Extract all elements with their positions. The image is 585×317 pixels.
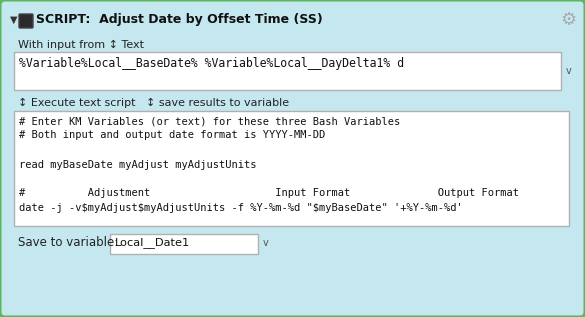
Text: ▼: ▼ xyxy=(11,15,18,25)
Text: SCRIPT:  Adjust Date by Offset Time (SS): SCRIPT: Adjust Date by Offset Time (SS) xyxy=(36,14,323,27)
FancyBboxPatch shape xyxy=(14,52,561,90)
Text: # Enter KM Variables (or text) for these three Bash Variables: # Enter KM Variables (or text) for these… xyxy=(19,116,400,126)
Text: Local__Date1: Local__Date1 xyxy=(115,237,190,249)
Text: ⚙: ⚙ xyxy=(560,11,576,29)
Text: date -j -v$myAdjust$myAdjustUnits -f %Y-%m-%d "$myBaseDate" '+%Y-%m-%d': date -j -v$myAdjust$myAdjustUnits -f %Y-… xyxy=(19,203,463,213)
Text: v: v xyxy=(566,66,572,76)
FancyBboxPatch shape xyxy=(14,111,569,226)
Text: #          Adjustment                    Input Format              Output Format: # Adjustment Input Format Output Format xyxy=(19,189,519,198)
Text: %Variable%Local__BaseDate% %Variable%Local__DayDelta1% d: %Variable%Local__BaseDate% %Variable%Loc… xyxy=(19,56,404,69)
Text: v: v xyxy=(263,238,269,248)
Text: ↕ Execute text script   ↕ save results to variable: ↕ Execute text script ↕ save results to … xyxy=(18,98,289,108)
Text: read myBaseDate myAdjust myAdjustUnits: read myBaseDate myAdjust myAdjustUnits xyxy=(19,159,256,170)
Text: # Both input and output date format is YYYY-MM-DD: # Both input and output date format is Y… xyxy=(19,131,325,140)
FancyBboxPatch shape xyxy=(110,234,258,254)
FancyBboxPatch shape xyxy=(19,14,33,28)
Text: With input from ↕ Text: With input from ↕ Text xyxy=(18,40,144,50)
Text: Save to variable:: Save to variable: xyxy=(18,236,118,249)
